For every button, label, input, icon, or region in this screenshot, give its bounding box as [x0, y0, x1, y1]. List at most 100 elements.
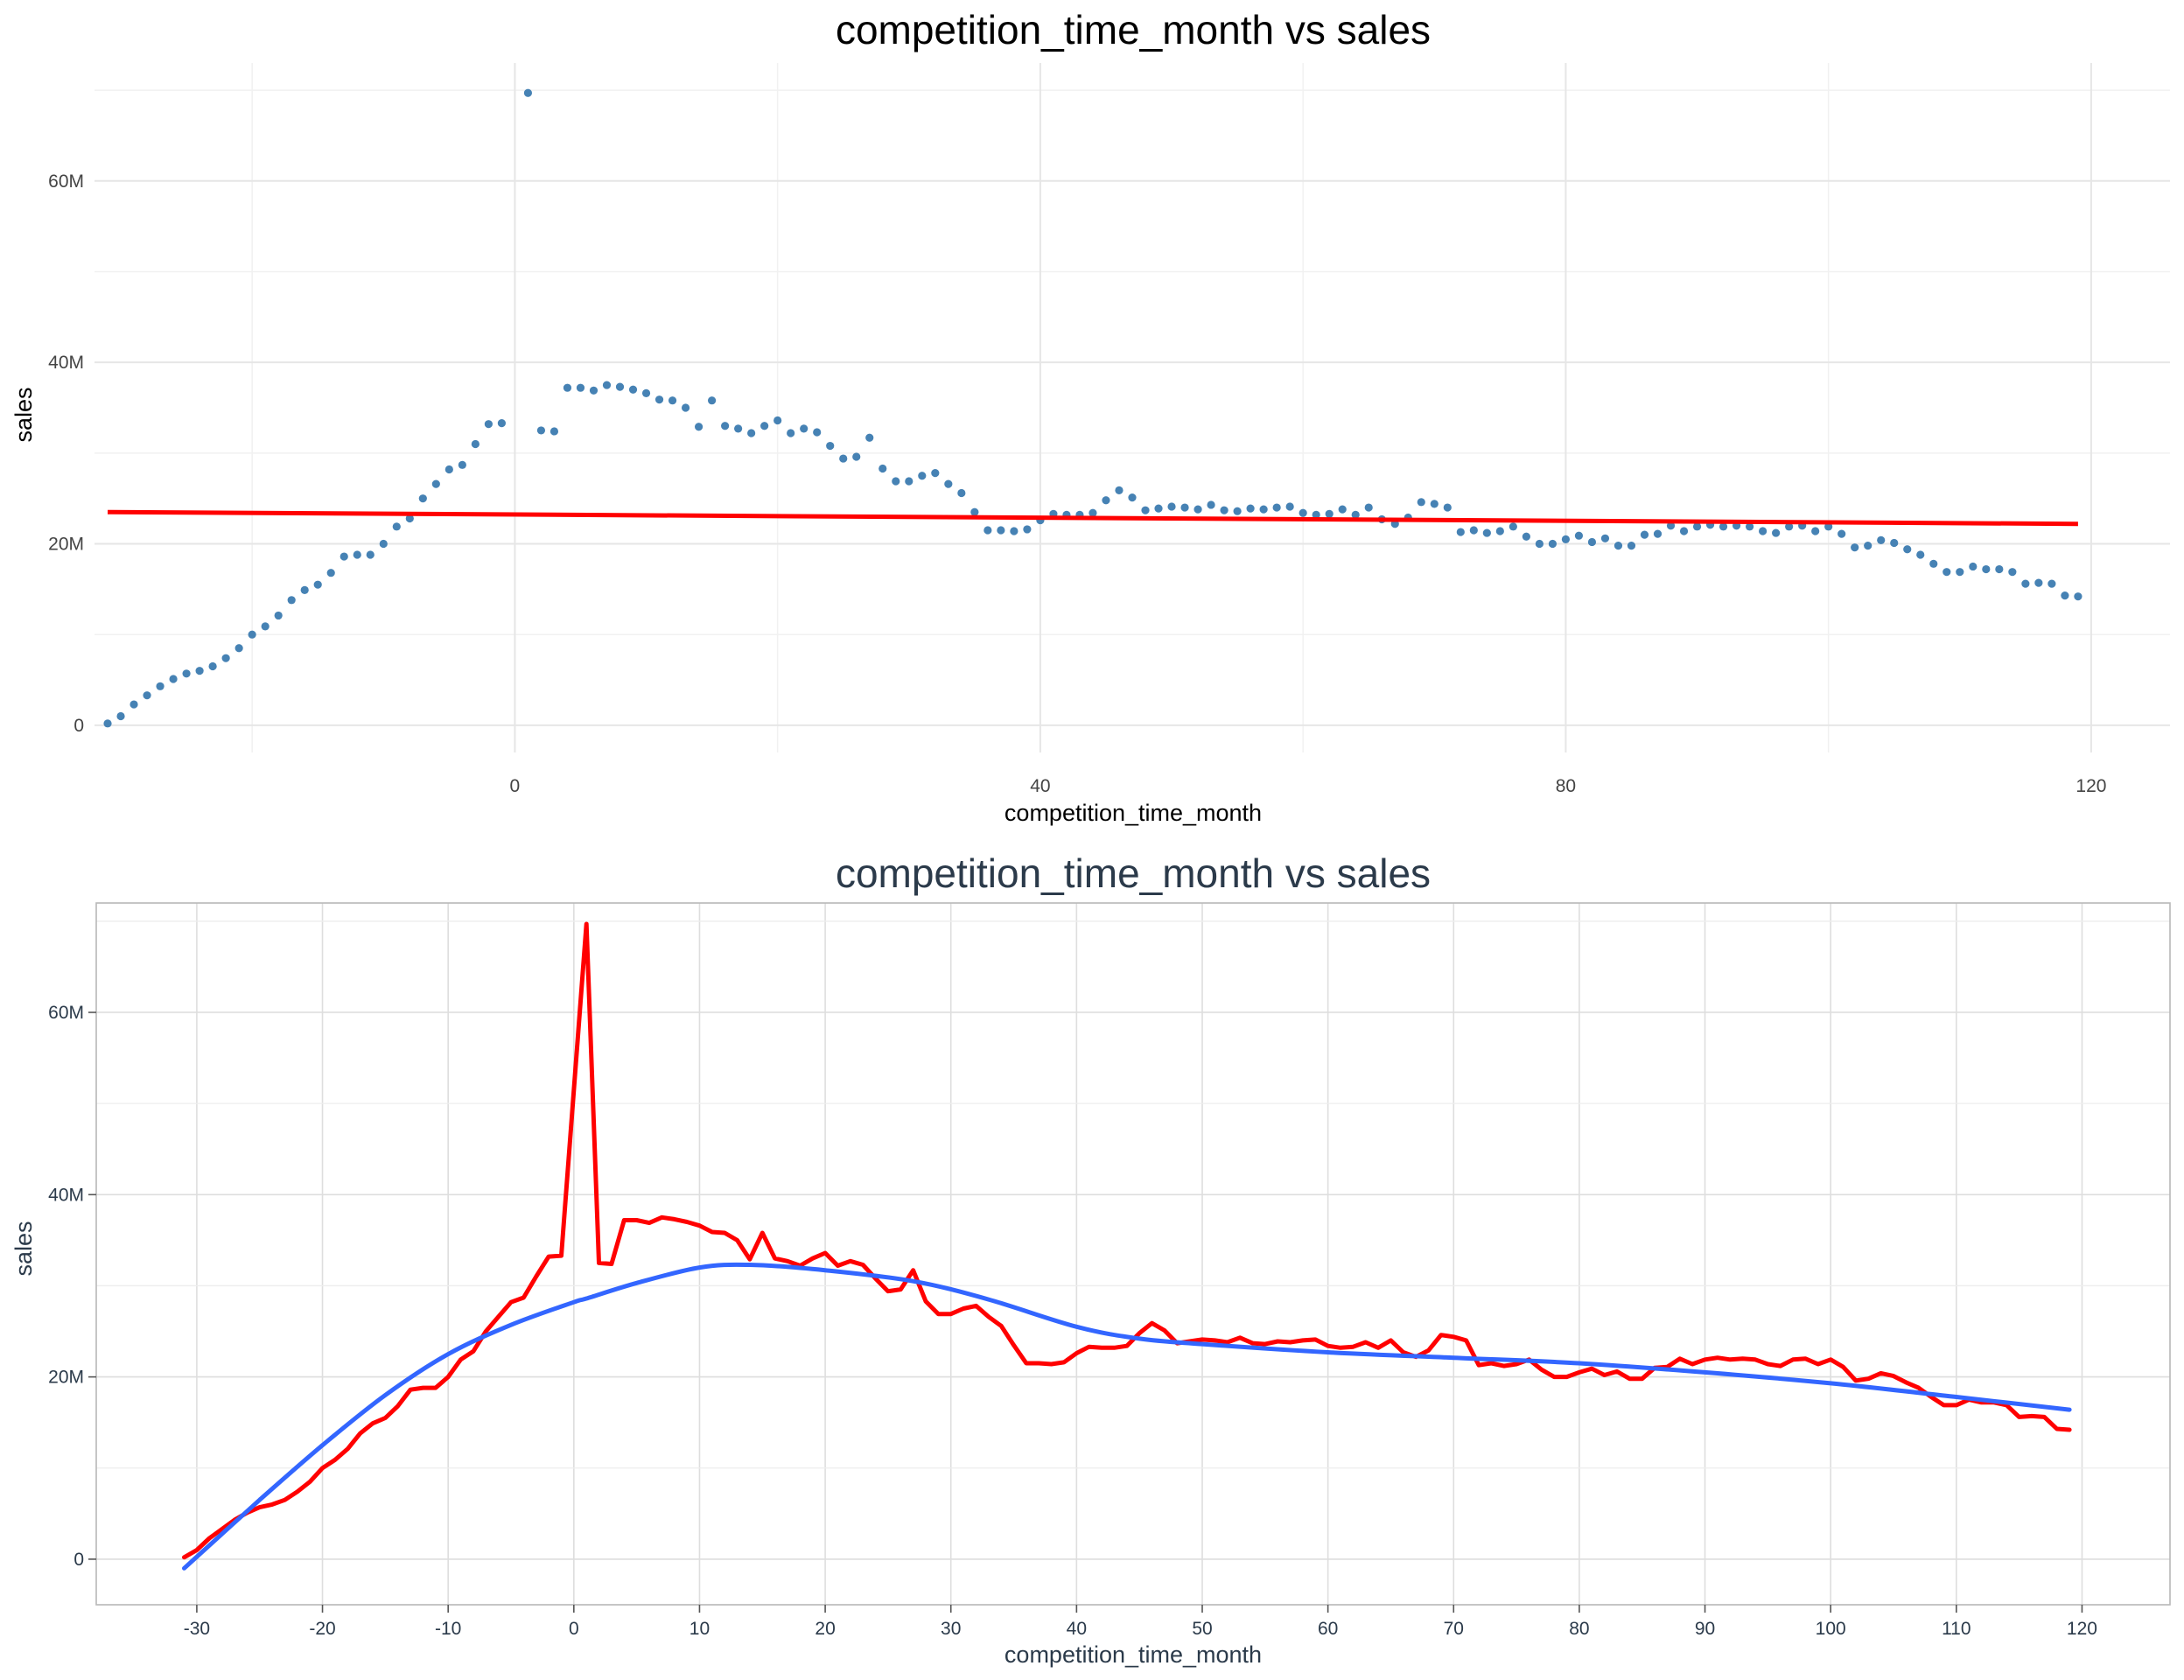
scatter-point [563, 383, 572, 392]
scatter-point [826, 441, 835, 451]
scatter-point [1207, 500, 1215, 509]
scatter-point [182, 669, 191, 678]
scatter-point [103, 719, 112, 728]
scatter-point [1772, 528, 1781, 537]
scatter-point [852, 452, 861, 461]
scatter-point [2074, 592, 2082, 601]
scatter-x-axis-label: competition_time_month [1004, 800, 1262, 826]
scatter-point [1154, 504, 1163, 513]
scatter-point [1877, 536, 1886, 544]
scatter-point [1982, 564, 1991, 574]
scatter-y-ticks: 0 20M 40M 60M [48, 172, 84, 736]
scatter-x-tick-label: 120 [2076, 776, 2106, 796]
scatter-point [1482, 528, 1491, 537]
scatter-point [1508, 522, 1517, 531]
scatter-point [234, 644, 243, 653]
scatter-point [1417, 498, 1425, 507]
scatter-point [668, 396, 677, 405]
line-y-axis-label: sales [10, 1221, 37, 1276]
scatter-point [1115, 486, 1124, 494]
loess-curve [182, 1262, 2072, 1571]
scatter-point [1102, 496, 1110, 505]
scatter-point [774, 416, 782, 425]
scatter-point [1627, 542, 1636, 550]
scatter-gridlines [94, 63, 2170, 752]
scatter-point [1259, 505, 1268, 514]
line-panel-border [95, 902, 2171, 1606]
scatter-title: competition_time_month vs sales [836, 7, 1431, 52]
scatter-y-tick-label: 60M [48, 172, 84, 192]
scatter-point [589, 386, 598, 395]
scatter-point [1640, 530, 1649, 539]
scatter-chart: 0 40 80 120 0 20M 40M 60M competition_time_mon… [10, 7, 2170, 826]
scatter-point [1469, 526, 1478, 535]
line-x-tick-label: 80 [1569, 1619, 1589, 1639]
line-x-tick-label: 90 [1695, 1619, 1715, 1639]
scatter-point [1285, 502, 1294, 511]
line-x-tick-label: 60 [1318, 1619, 1338, 1639]
scatter-point [1785, 522, 1794, 531]
scatter-point [800, 424, 808, 433]
scatter-point [813, 428, 822, 437]
scatter-x-tick-label: 80 [1556, 776, 1576, 796]
scatter-point [1220, 506, 1228, 514]
scatter-point [1088, 508, 1097, 517]
scatter-point [536, 426, 546, 435]
scatter-point [1587, 537, 1597, 547]
scatter-point [340, 552, 348, 561]
scatter-points [103, 88, 2082, 728]
scatter-point [484, 420, 493, 429]
scatter-point [1364, 503, 1373, 512]
scatter-point [313, 580, 322, 589]
scatter-point [274, 611, 283, 620]
scatter-trend-line [107, 509, 2078, 527]
line-smooth-curve [182, 1262, 2072, 1571]
line-x-tick-label: -20 [309, 1619, 335, 1639]
scatter-point [1614, 542, 1623, 550]
scatter-point [431, 480, 440, 488]
scatter-point [970, 508, 979, 516]
scatter-point [1010, 527, 1018, 536]
scatter-point [1811, 527, 1820, 536]
scatter-x-ticks: 0 40 80 120 [510, 776, 2107, 796]
scatter-point [1824, 522, 1833, 531]
scatter-point [1745, 522, 1754, 531]
sales-line [182, 921, 2072, 1560]
scatter-point [1298, 508, 1307, 517]
line-x-axis-label: competition_time_month [1004, 1642, 1262, 1668]
scatter-point [248, 630, 256, 639]
scatter-x-tick-label: 40 [1030, 776, 1050, 796]
scatter-point [523, 88, 533, 97]
line-x-tick-label: 110 [1942, 1619, 1970, 1639]
scatter-point [444, 465, 453, 474]
scatter-point [1430, 500, 1438, 508]
line-x-tick-label: 70 [1444, 1619, 1464, 1639]
scatter-point [1141, 506, 1150, 514]
scatter-point [418, 494, 427, 503]
scatter-point [169, 675, 178, 683]
scatter-point [1851, 543, 1859, 552]
line-y-ticks: 0 20M 40M 60M [48, 1003, 96, 1570]
scatter-point [865, 433, 874, 442]
scatter-point [1995, 564, 2004, 574]
scatter-point [931, 469, 940, 478]
scatter-point [1233, 507, 1242, 515]
scatter-point [2008, 568, 2017, 577]
line-chart: -30 -20 -10 0 10 20 30 40 50 60 70 80 90 100 110 120 0 2… [10, 850, 2171, 1668]
scatter-point [550, 427, 559, 436]
scatter-point [905, 477, 914, 486]
scatter-point [116, 711, 125, 721]
scatter-point [984, 526, 992, 535]
scatter-point [261, 622, 270, 631]
scatter-trend-segment [107, 509, 2078, 527]
scatter-point [734, 424, 743, 433]
scatter-point [694, 423, 704, 431]
scatter-y-axis-label: sales [10, 387, 37, 442]
scatter-point [1180, 503, 1189, 512]
scatter-point [379, 539, 388, 549]
scatter-point [1600, 534, 1610, 542]
scatter-point [641, 388, 651, 398]
scatter-point [1194, 505, 1202, 514]
scatter-point [353, 550, 361, 559]
line-x-tick-label: 0 [569, 1619, 579, 1639]
